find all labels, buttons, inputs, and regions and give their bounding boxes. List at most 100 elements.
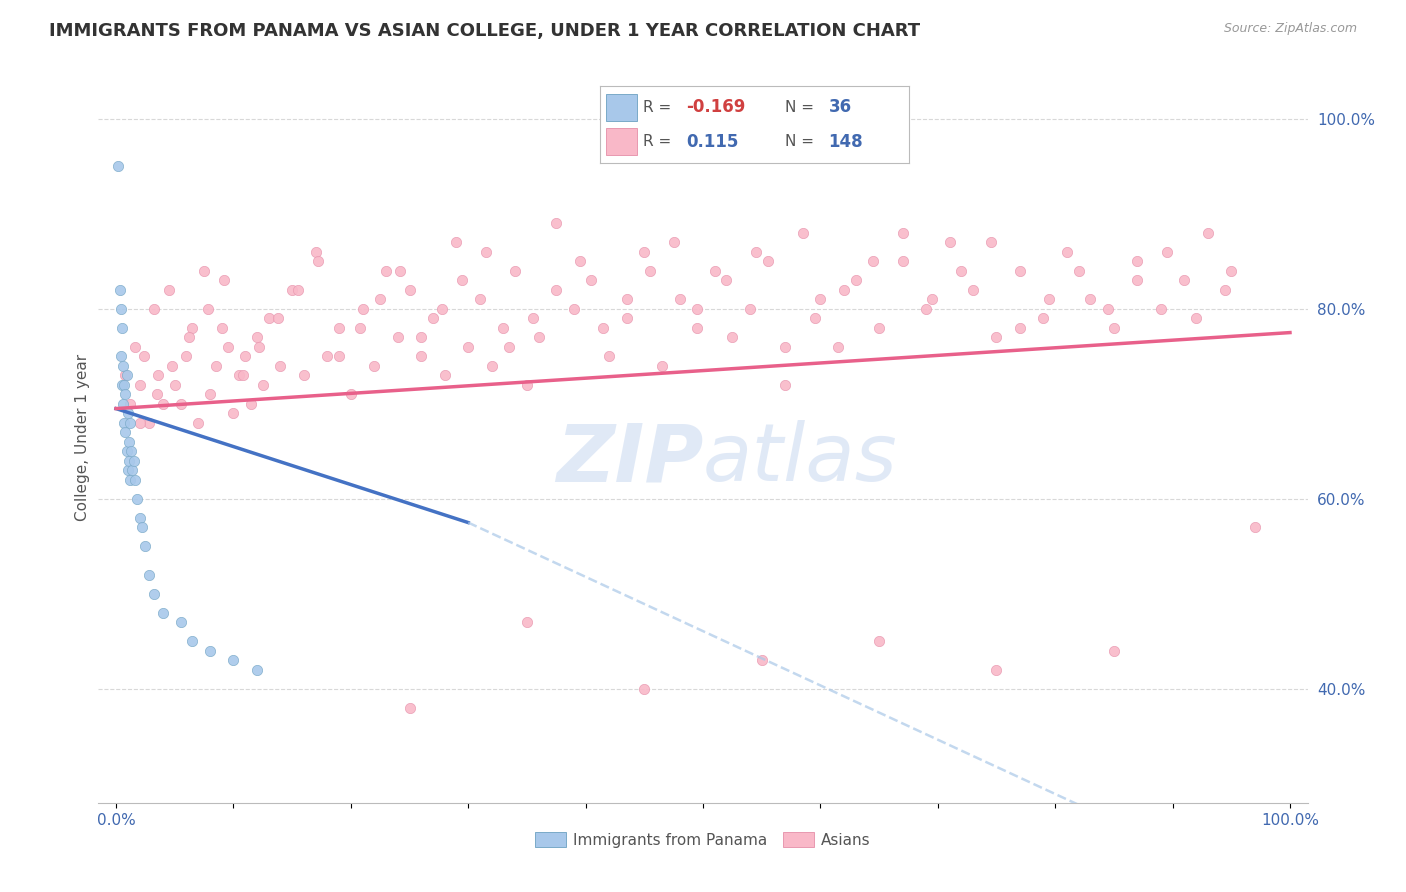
Text: IMMIGRANTS FROM PANAMA VS ASIAN COLLEGE, UNDER 1 YEAR CORRELATION CHART: IMMIGRANTS FROM PANAMA VS ASIAN COLLEGE,… xyxy=(49,22,921,40)
Point xyxy=(112,377,135,392)
Y-axis label: College, Under 1 year: College, Under 1 year xyxy=(75,353,90,521)
Point xyxy=(287,283,309,297)
Point xyxy=(120,416,142,430)
Point xyxy=(457,340,479,354)
Point xyxy=(142,301,165,316)
Point xyxy=(120,444,142,458)
Point xyxy=(246,663,269,677)
Point xyxy=(1126,273,1149,287)
Point xyxy=(115,368,138,383)
Point xyxy=(138,567,160,582)
Point xyxy=(128,377,150,392)
Point xyxy=(363,359,385,373)
Point xyxy=(756,254,779,268)
Point xyxy=(198,644,221,658)
Text: atlas: atlas xyxy=(703,420,898,498)
Point xyxy=(468,293,491,307)
Point xyxy=(616,293,638,307)
Point xyxy=(891,226,914,240)
Point xyxy=(503,264,526,278)
Point xyxy=(1067,264,1090,278)
Point xyxy=(232,368,254,383)
Point xyxy=(110,301,132,316)
Point xyxy=(498,340,520,354)
Point xyxy=(121,463,143,477)
Point xyxy=(475,244,498,259)
Point xyxy=(638,264,661,278)
Point xyxy=(120,397,142,411)
Point xyxy=(252,377,274,392)
Point xyxy=(411,330,433,344)
Point xyxy=(316,349,339,363)
Point xyxy=(1156,244,1178,259)
Point xyxy=(114,387,136,401)
Point xyxy=(112,359,135,373)
Point xyxy=(522,311,544,326)
Point xyxy=(233,349,256,363)
Point xyxy=(616,311,638,326)
Point xyxy=(891,254,914,268)
Point xyxy=(1097,301,1119,316)
Point xyxy=(1102,644,1125,658)
Point xyxy=(745,244,768,259)
Point xyxy=(832,283,855,297)
Point xyxy=(146,387,169,401)
Point xyxy=(269,359,291,373)
Point xyxy=(433,368,456,383)
Point xyxy=(1150,301,1173,316)
Point xyxy=(1185,311,1208,326)
Point xyxy=(198,387,221,401)
Point xyxy=(375,264,398,278)
Point xyxy=(950,264,973,278)
Point xyxy=(181,634,204,648)
Point xyxy=(592,321,614,335)
Point xyxy=(915,301,938,316)
Point xyxy=(120,473,142,487)
Point xyxy=(446,235,468,250)
Point xyxy=(257,311,280,326)
Point xyxy=(980,235,1002,250)
Point xyxy=(986,330,1008,344)
Point xyxy=(546,216,568,230)
Point xyxy=(163,377,186,392)
Point xyxy=(349,321,371,335)
Text: Source: ZipAtlas.com: Source: ZipAtlas.com xyxy=(1223,22,1357,36)
Point xyxy=(118,434,141,449)
Point xyxy=(633,244,655,259)
Point xyxy=(773,377,796,392)
Point xyxy=(131,520,153,534)
Point xyxy=(868,634,890,648)
Point xyxy=(1032,311,1054,326)
Point xyxy=(122,454,145,468)
Point xyxy=(152,397,174,411)
Point xyxy=(1126,254,1149,268)
Point xyxy=(792,226,814,240)
Point xyxy=(247,340,270,354)
Point xyxy=(398,701,420,715)
Point xyxy=(662,235,685,250)
Point xyxy=(134,349,156,363)
Point xyxy=(527,330,550,344)
Point xyxy=(686,301,709,316)
Point xyxy=(281,283,304,297)
Point xyxy=(703,264,725,278)
Point xyxy=(228,368,250,383)
Point xyxy=(562,301,585,316)
Point xyxy=(481,359,503,373)
Point xyxy=(921,293,943,307)
Point xyxy=(157,283,180,297)
Point xyxy=(217,340,239,354)
Point xyxy=(114,368,136,383)
Point xyxy=(368,293,391,307)
Point xyxy=(181,321,204,335)
Point xyxy=(246,330,269,344)
Point xyxy=(451,273,474,287)
Point xyxy=(422,311,444,326)
Point xyxy=(212,273,235,287)
Point xyxy=(1008,321,1031,335)
Point xyxy=(516,377,538,392)
Point xyxy=(862,254,884,268)
Point xyxy=(152,606,174,620)
Point xyxy=(1173,273,1195,287)
Point xyxy=(112,416,135,430)
